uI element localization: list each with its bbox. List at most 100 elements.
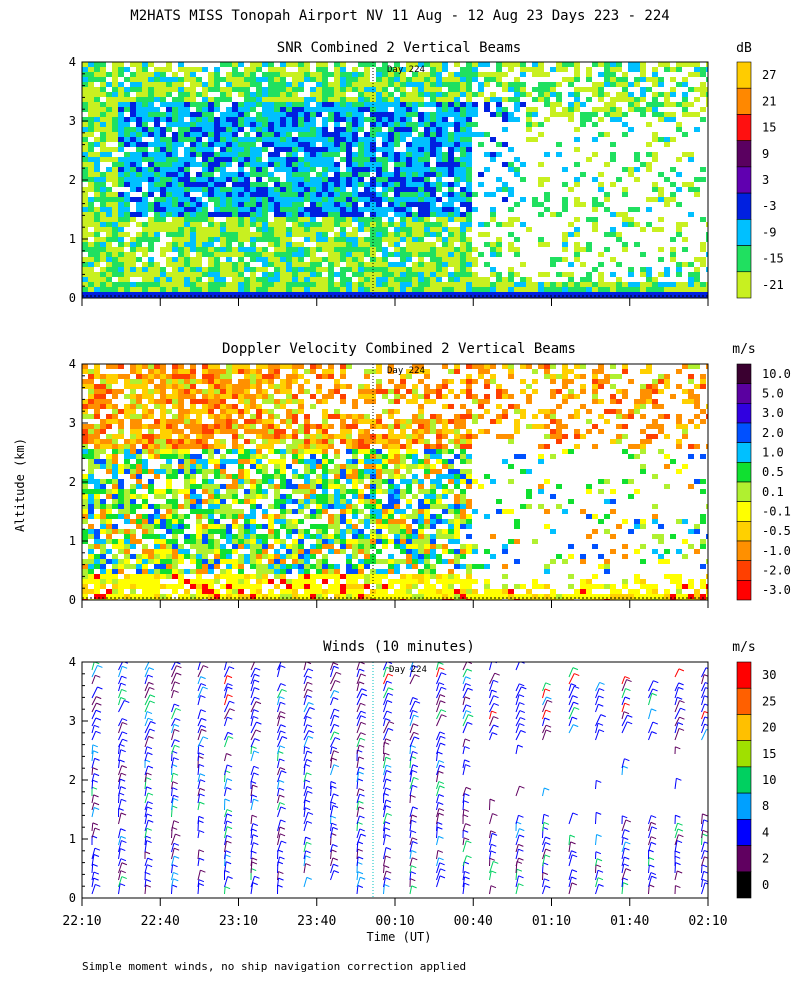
doppler-cell — [262, 419, 268, 424]
snr-cell — [202, 287, 208, 292]
snr-cell — [334, 202, 340, 207]
snr-cell — [244, 187, 250, 192]
doppler-cell — [304, 424, 310, 429]
snr-cell — [436, 257, 442, 262]
snr-cell — [346, 182, 352, 187]
doppler-cell — [154, 559, 160, 564]
snr-cell — [604, 282, 610, 287]
snr-cell — [274, 257, 280, 262]
snr-cell — [160, 162, 166, 167]
doppler-cell — [100, 529, 106, 534]
doppler-cell — [274, 559, 280, 564]
snr-cell — [400, 157, 406, 162]
snr-cell — [400, 177, 406, 182]
doppler-cell — [184, 454, 190, 459]
snr-cell — [154, 92, 160, 97]
doppler-cell — [130, 529, 136, 534]
snr-cell — [448, 167, 454, 172]
doppler-cell — [178, 374, 184, 379]
snr-cell — [706, 232, 708, 237]
doppler-cell — [244, 594, 250, 599]
snr-cell — [532, 202, 538, 207]
snr-cell — [556, 212, 562, 217]
snr-cell — [268, 132, 274, 137]
snr-cell — [418, 267, 424, 272]
doppler-cell — [130, 369, 136, 374]
doppler-cell — [298, 409, 304, 414]
snr-cell — [214, 287, 220, 292]
snr-cell — [196, 67, 202, 72]
snr-cell — [376, 242, 382, 247]
snr-cell — [490, 282, 496, 287]
snr-cell — [358, 82, 364, 87]
snr-cell — [616, 62, 622, 67]
snr-cell — [172, 152, 178, 157]
snr-cell — [352, 182, 358, 187]
snr-cell — [298, 147, 304, 152]
snr-cell — [358, 247, 364, 252]
snr-cell — [430, 137, 436, 142]
snr-cell — [280, 277, 286, 282]
snr-cell — [262, 262, 268, 267]
doppler-cell — [196, 589, 202, 594]
snr-cell — [706, 222, 708, 227]
snr-cell — [382, 97, 388, 102]
snr-cell — [418, 142, 424, 147]
snr-cell — [148, 167, 154, 172]
snr-cell — [574, 62, 580, 67]
doppler-cell — [82, 514, 88, 519]
doppler-cell — [88, 459, 94, 464]
snr-cell — [466, 102, 472, 107]
snr-cell — [508, 242, 514, 247]
snr-cell — [328, 157, 334, 162]
snr-cell — [508, 232, 514, 237]
snr-cell — [178, 202, 184, 207]
snr-cell — [382, 147, 388, 152]
doppler-cell — [202, 594, 208, 599]
snr-cell — [244, 202, 250, 207]
snr-cell — [520, 262, 526, 267]
snr-cell — [280, 117, 286, 122]
doppler-cell — [244, 379, 250, 384]
snr-cell — [616, 277, 622, 282]
doppler-cell — [262, 364, 268, 369]
snr-cell — [208, 117, 214, 122]
snr-cell — [118, 132, 124, 137]
snr-cell — [244, 117, 250, 122]
doppler-cell — [232, 524, 238, 529]
snr-cell — [526, 137, 532, 142]
snr-cell — [334, 217, 340, 222]
snr-cell — [238, 282, 244, 287]
snr-cell — [274, 132, 280, 137]
snr-cell — [214, 182, 220, 187]
snr-cell — [190, 152, 196, 157]
snr-cell — [622, 187, 628, 192]
snr-cell — [394, 87, 400, 92]
snr-cell — [262, 292, 268, 297]
doppler-cell — [94, 544, 100, 549]
doppler-cell — [208, 394, 214, 399]
snr-cell — [646, 102, 652, 107]
snr-cell — [694, 282, 700, 287]
snr-cell — [190, 137, 196, 142]
snr-cell — [574, 202, 580, 207]
doppler-cell — [190, 494, 196, 499]
snr-cell — [268, 222, 274, 227]
snr-cell — [454, 132, 460, 137]
snr-cell — [244, 237, 250, 242]
doppler-cell — [232, 594, 238, 599]
doppler-cell — [214, 429, 220, 434]
snr-cell — [124, 272, 130, 277]
snr-cell — [430, 207, 436, 212]
snr-cell — [436, 122, 442, 127]
snr-cell — [130, 217, 136, 222]
snr-cell — [634, 287, 640, 292]
snr-cell — [346, 102, 352, 107]
doppler-cell — [142, 389, 148, 394]
snr-cell — [466, 292, 472, 297]
doppler-cell — [154, 389, 160, 394]
snr-cell — [112, 92, 118, 97]
snr-cell — [148, 82, 154, 87]
snr-cell — [394, 137, 400, 142]
snr-cell — [676, 287, 682, 292]
